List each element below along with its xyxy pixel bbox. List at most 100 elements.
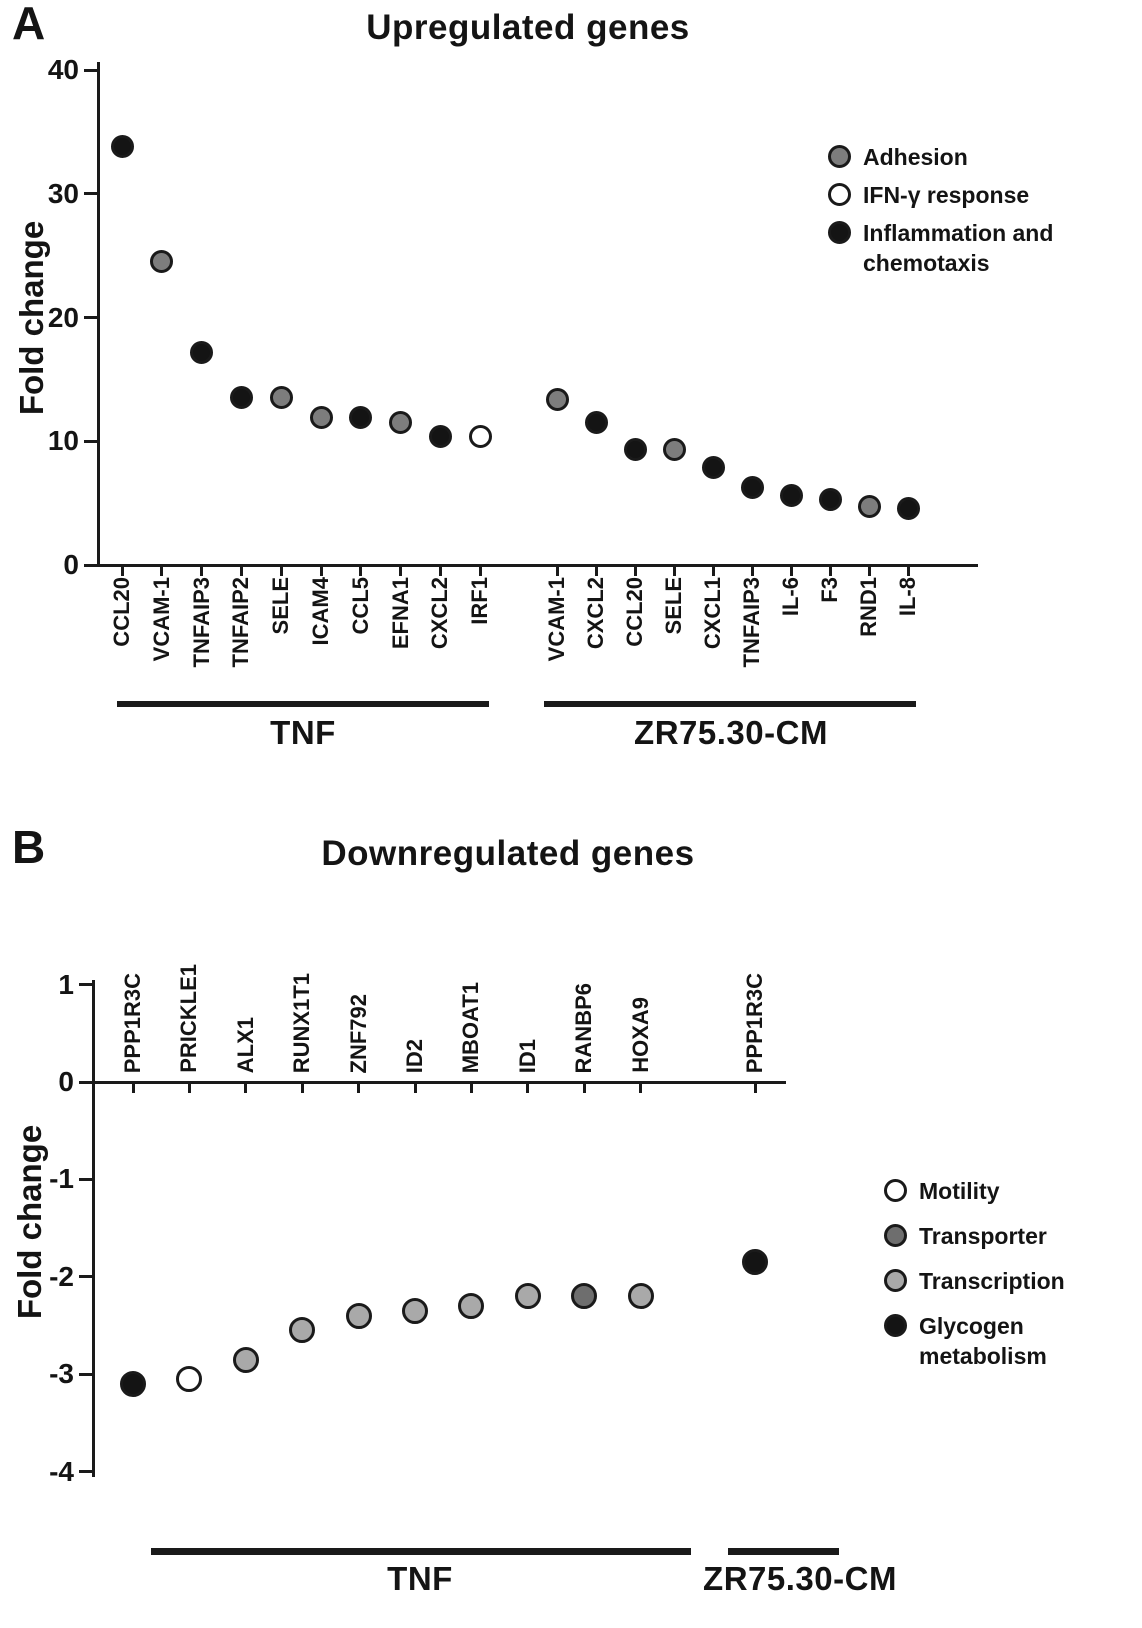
x-axis-tick [279,566,283,576]
transporter-swatch-icon [884,1224,907,1247]
x-axis-line [92,1080,786,1084]
legend-label: Transporter [919,1223,1047,1249]
x-axis-tick [399,566,403,576]
data-point-prickle1 [176,1366,203,1393]
x-tick-label-hoxa9: HOXA9 [627,997,653,1073]
legend-item-motility: Motility [884,1176,1097,1206]
data-point-cxcl2 [428,424,452,448]
data-point-ppp1r3c [120,1370,146,1397]
legend-label: Inflammation and chemotaxis [863,220,1054,276]
y-axis-tick [79,1372,92,1376]
y-axis-tick [79,1080,92,1084]
legend-item-inflammation-and-chemotaxis: Inflammation and chemotaxis [828,218,1098,278]
x-axis-tick [633,566,637,576]
data-point-hoxa9 [627,1283,654,1310]
x-axis-tick [160,566,164,576]
panel-b-letter: B [12,821,46,873]
x-axis-tick [239,566,243,576]
x-tick-label-ppp1r3c: PPP1R3C [120,972,145,1073]
data-point-f3 [818,487,842,511]
group-label: ZR75.30-CM [703,1560,897,1597]
data-point-il-8 [896,496,920,520]
data-point-tnfaip2 [229,386,253,410]
data-point-tnfaip3 [740,475,764,499]
x-axis-tick [789,566,793,576]
group-underline [117,701,489,707]
x-axis-tick [711,566,715,576]
x-axis-tick [867,566,871,576]
legend-label: Adhesion [863,144,968,170]
group-label: TNF [387,1560,453,1597]
data-point-ccl20 [623,438,647,462]
legend-label: Glycogen metabolism [919,1313,1047,1369]
data-point-runx1t1 [289,1317,316,1344]
data-point-ccl20 [110,135,134,159]
y-axis-tick [84,192,97,196]
y-axis-line [97,62,100,566]
y-axis-tick [79,983,92,987]
panel-b-title: Downregulated genes [321,834,695,873]
legend-item-transcription: Transcription [884,1266,1097,1296]
x-axis-tick [469,1083,473,1093]
data-point-icam4 [309,406,333,430]
y-axis-tick-label: 0 [63,549,79,580]
x-axis-tick [413,1083,417,1093]
y-axis-tick [84,439,97,443]
data-point-il-6 [779,484,803,508]
y-axis-tick-label: 10 [47,425,79,457]
x-axis-tick [672,566,676,576]
x-axis-tick [594,566,598,576]
x-axis-tick [244,1083,248,1093]
x-axis-tick [120,566,124,576]
y-axis-tick-label: 1 [58,968,74,1000]
x-axis-tick [906,566,910,576]
x-tick-label-prickle1: PRICKLE1 [176,964,202,1073]
x-axis-tick [753,1083,757,1093]
y-axis-tick [84,316,97,319]
group-underline [728,1548,839,1555]
data-point-ccl5 [349,406,373,430]
x-axis-tick [131,1083,135,1093]
x-tick-label-alx1: ALX1 [232,1016,258,1073]
y-axis-tick [79,1177,92,1181]
data-point-vcam-1 [545,387,569,411]
legend: Motility Transporter Transcription Glycogen… [884,1176,1097,1371]
data-point-mboat1 [458,1293,485,1320]
y-axis-tick-label: 20 [47,301,79,333]
legend-label: Transcription [919,1268,1065,1294]
y-axis-line [92,980,95,1477]
y-axis-tick-label: -4 [49,1455,74,1487]
y-axis-tick [79,1470,92,1474]
legend-item-adhesion: Adhesion [828,142,1098,172]
data-point-ppp1r3c [742,1249,768,1276]
group-label: TNF [270,714,336,751]
x-tick-label-ranbp6: RANBP6 [571,982,597,1073]
x-axis-tick [319,566,323,576]
x-axis-tick [359,566,363,576]
y-axis-tick-label: 0 [58,1066,74,1097]
group-label: ZR75.30-CM [634,714,828,751]
data-point-sele [662,438,686,462]
data-point-efna1 [389,411,413,435]
x-axis-tick [478,566,482,576]
x-axis-tick [200,566,204,576]
x-tick-label-ppp1r3c: PPP1R3C [742,972,767,1073]
ifn-response-swatch-icon [828,183,851,206]
y-axis-tick [84,563,97,567]
x-axis-tick [357,1083,361,1093]
legend-label: Motility [919,1178,1000,1204]
motility-swatch-icon [884,1179,907,1202]
data-point-id2 [402,1297,428,1324]
x-axis-tick [828,566,832,576]
legend-item-transporter: Transporter [884,1221,1097,1251]
x-axis-tick [555,566,559,576]
data-point-ranbp6 [571,1283,598,1310]
x-axis-tick [438,566,442,576]
panel-a-title: Upregulated genes [366,8,690,47]
data-point-id1 [514,1283,541,1310]
x-axis-tick [526,1083,530,1093]
data-point-znf792 [345,1302,372,1329]
x-tick-label-runx1t1: RUNX1T1 [289,972,315,1073]
